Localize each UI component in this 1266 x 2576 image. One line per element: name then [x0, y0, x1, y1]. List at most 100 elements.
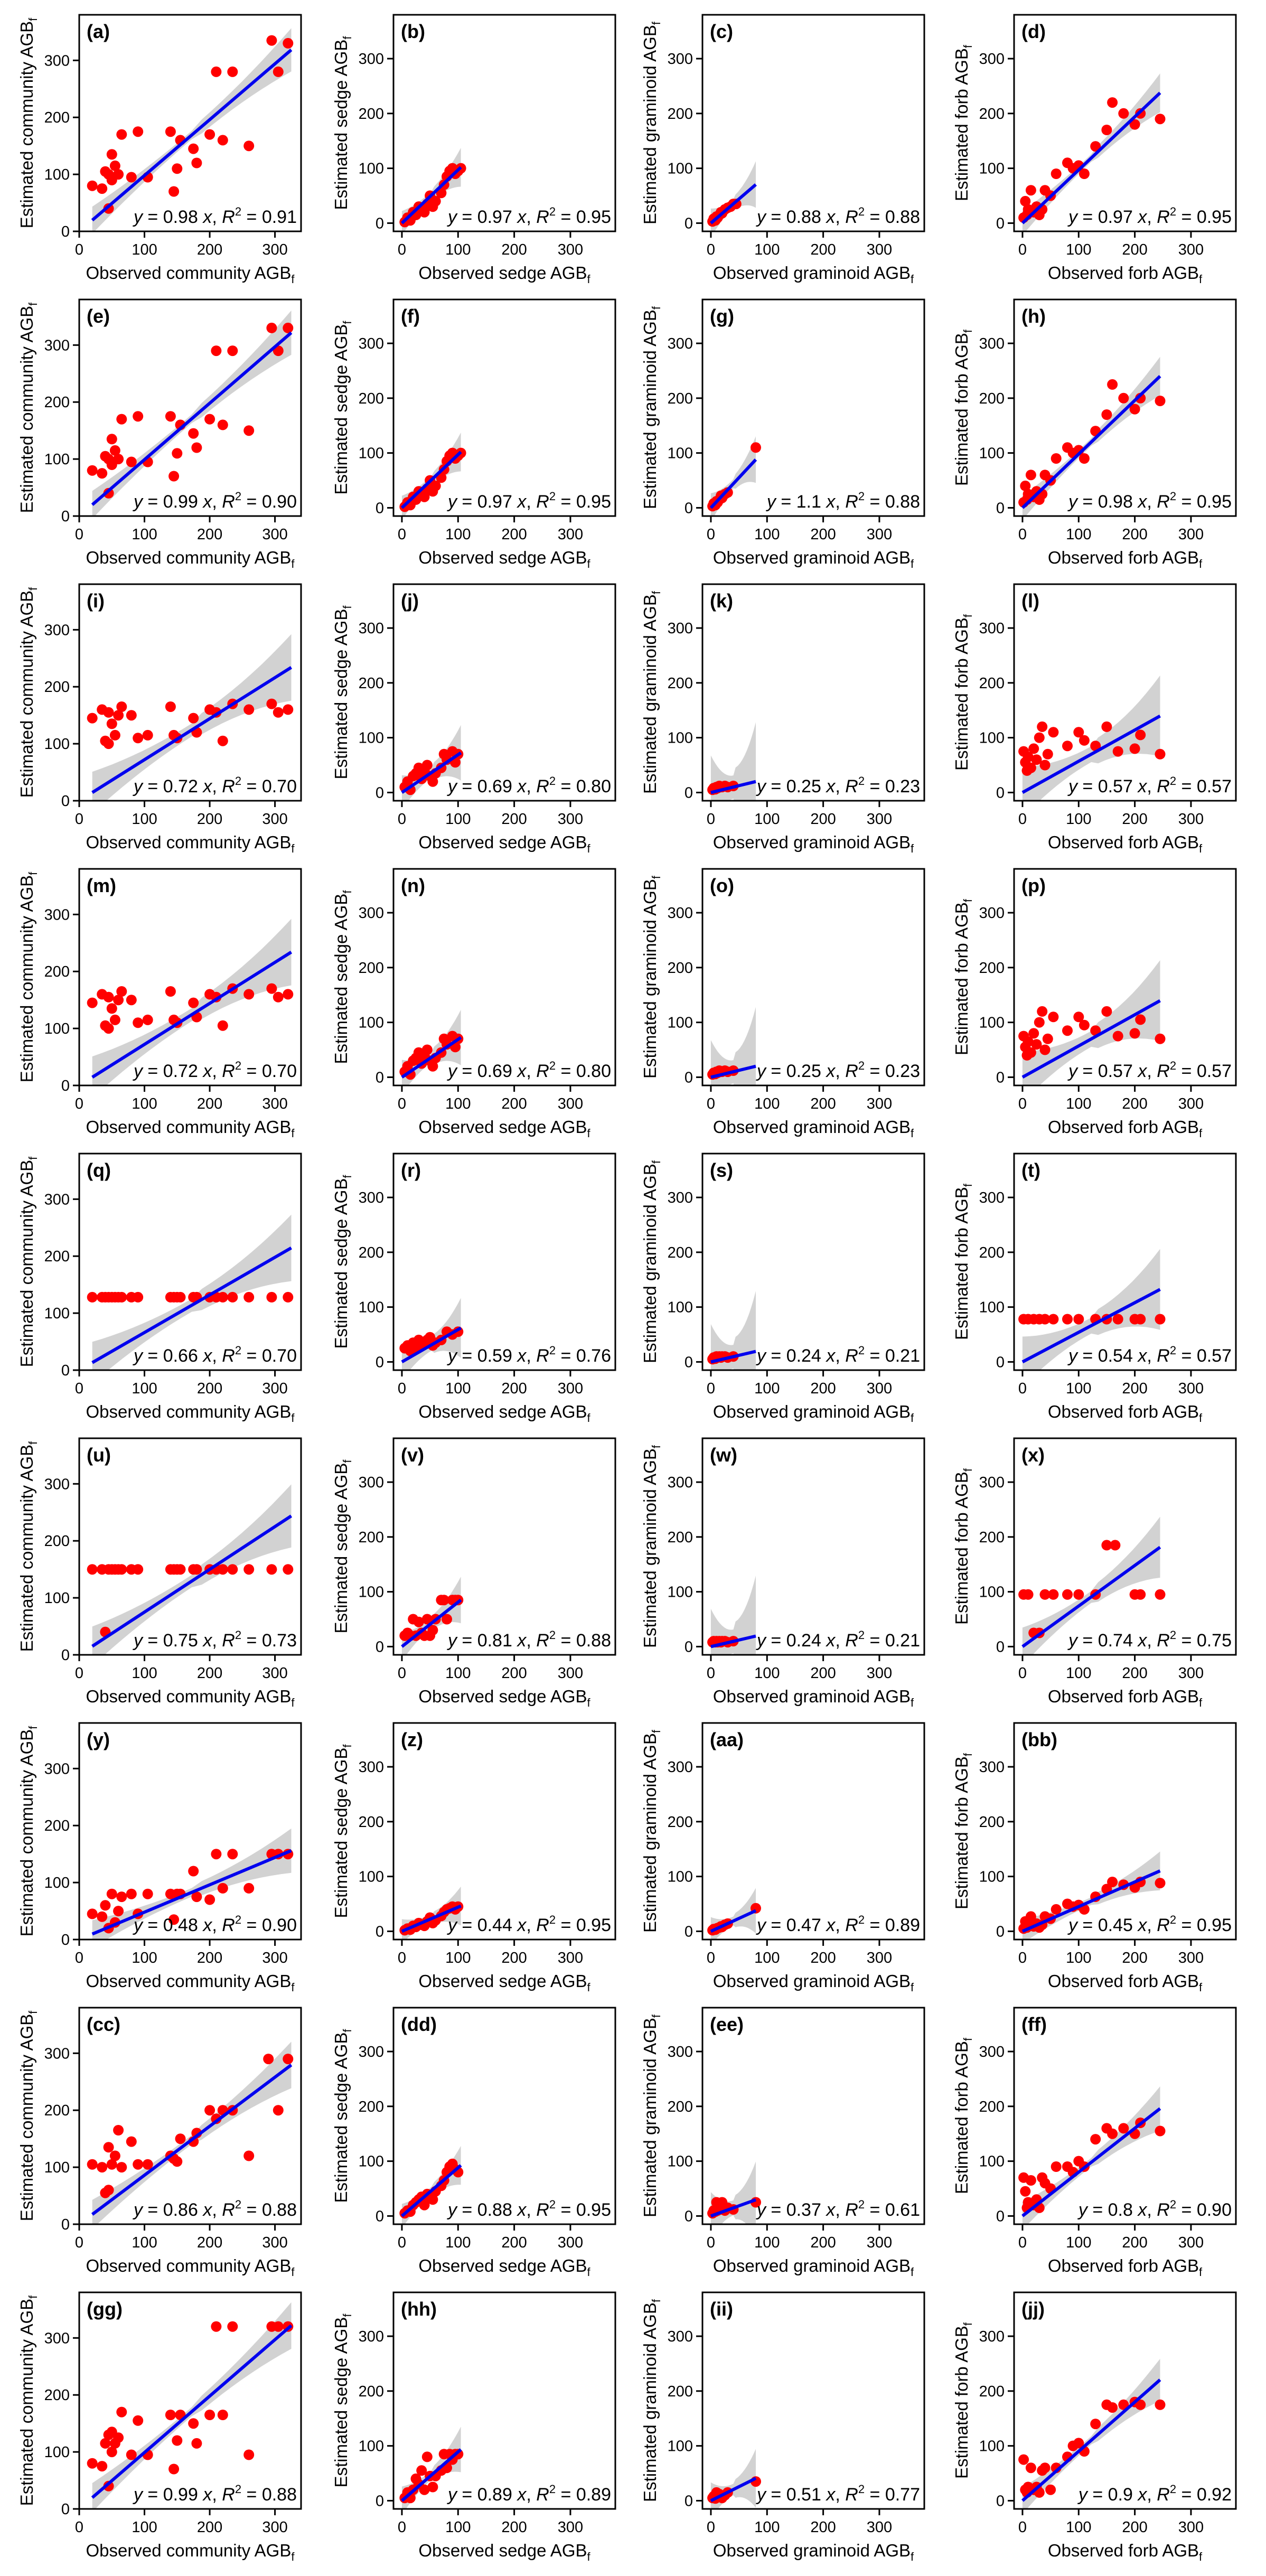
eq-comma: ,	[1147, 1346, 1157, 1366]
axis-label-part	[640, 2339, 660, 2343]
axis-label-part: Observed	[86, 548, 162, 567]
y-tick-label: 200	[44, 109, 70, 126]
data-point	[188, 428, 199, 439]
data-point	[283, 989, 294, 1000]
x-axis-label: Observed community AGBf	[86, 1402, 295, 1425]
axis-label-part	[952, 1542, 971, 1547]
x-tick-label: 300	[867, 241, 892, 258]
x-tick-label: 200	[1122, 241, 1147, 258]
regression-equation: y = 0.98 x, R2 = 0.95	[1067, 490, 1232, 512]
data-point	[87, 1564, 98, 1575]
data-point	[1048, 727, 1059, 738]
axis-label-part: Observed	[418, 1687, 494, 1706]
x-axis-label: Observed community AGBf	[86, 2541, 295, 2563]
axis-label-part: community	[166, 2541, 251, 2560]
data-point	[243, 1564, 255, 1575]
eq-sup: 2	[1170, 2483, 1176, 2496]
axis-label-subscript: f	[911, 1411, 914, 1425]
data-point	[217, 1291, 228, 1303]
axis-label-part	[1158, 1687, 1162, 1706]
axis-label-part: Estimated	[640, 716, 660, 794]
panel-label: (x)	[1021, 1444, 1045, 1466]
data-point	[133, 1017, 144, 1028]
x-tick-label: 100	[445, 241, 471, 258]
axis-label-part: forb	[952, 1797, 971, 1827]
data-point	[87, 1908, 98, 1919]
axis-label-part: AGB	[17, 2014, 36, 2051]
eq-sup: 2	[858, 1344, 865, 1357]
data-point	[87, 713, 98, 724]
y-tick-label: 300	[979, 620, 1005, 637]
eq-x: x	[512, 207, 527, 227]
axis-label-part: AGB	[550, 1971, 587, 1991]
eq-r: R	[1157, 1915, 1170, 1935]
regression-equation: y = 0.59 x, R2 = 0.76	[447, 1344, 611, 1366]
eq-eq2: =	[556, 492, 576, 512]
x-tick-label: 200	[501, 2234, 527, 2251]
data-point	[283, 704, 294, 715]
axis-label-subscript: f	[587, 1696, 591, 1709]
axis-label-part	[640, 2135, 660, 2140]
eq-slope: 0.72	[163, 1061, 198, 1081]
x-tick-label: 300	[558, 1950, 583, 1966]
axis-label-part: community	[17, 1485, 36, 1569]
data-point	[109, 160, 120, 171]
eq-slope: 0.57	[1098, 776, 1133, 797]
eq-x: x	[198, 776, 212, 797]
plot-frame	[701, 2007, 925, 2225]
data-point	[204, 414, 215, 425]
axis-label-part	[331, 76, 351, 80]
plot-frame	[1013, 583, 1237, 802]
axis-label-subscript: f	[291, 1127, 295, 1140]
x-tick-label: 200	[810, 241, 836, 258]
axis-label-part	[250, 2541, 254, 2560]
eq-slope: 0.88	[477, 2200, 512, 2220]
data-point	[1039, 1314, 1051, 1325]
data-point	[421, 1614, 433, 1625]
data-point	[430, 480, 441, 491]
axis-label-part	[331, 1500, 351, 1503]
eq-eq2: =	[1176, 2200, 1197, 2220]
data-point	[191, 442, 202, 453]
axis-label-part	[1123, 1971, 1128, 1991]
eq-eq2: =	[1176, 1061, 1197, 1081]
axis-label-part	[640, 711, 660, 716]
axis-label-part: Estimated	[952, 408, 971, 486]
axis-label-part: Estimated	[331, 702, 351, 780]
x-axis-label: Observed sedge AGBf	[418, 2541, 590, 2563]
axis-label-subscript: f	[650, 1729, 663, 1733]
axis-label-part	[952, 370, 971, 373]
x-tick-label: 100	[754, 241, 780, 258]
x-axis-label: Observed forb AGBf	[1048, 2256, 1203, 2279]
x-tick-label: 200	[501, 1950, 527, 1966]
eq-r: R	[1157, 1631, 1170, 1651]
x-tick-label: 0	[707, 811, 715, 828]
axis-label-part: AGB	[255, 2541, 292, 2560]
eq-comma: ,	[526, 2200, 536, 2220]
eq-comma: ,	[526, 2485, 536, 2505]
axis-label-part: Estimated	[17, 1859, 36, 1937]
eq-y: y	[756, 776, 767, 797]
y-tick-label: 200	[359, 1814, 384, 1831]
eq-comma: ,	[835, 1061, 845, 1081]
plot-frame	[78, 2291, 302, 2510]
eq-r2: 0.95	[1197, 207, 1232, 227]
x-tick-label: 0	[1018, 1380, 1027, 1397]
eq-eq: =	[766, 2200, 786, 2220]
axis-label-part	[250, 548, 254, 567]
x-tick-label: 0	[398, 241, 406, 258]
axis-label-part: AGB	[331, 324, 351, 361]
y-tick-label: 300	[979, 1474, 1005, 1491]
data-point	[103, 707, 114, 718]
eq-x: x	[198, 207, 212, 227]
axis-label-part: community	[17, 1200, 36, 1285]
confidence-band	[92, 28, 292, 231]
axis-label-part	[546, 1687, 550, 1706]
x-tick-label: 200	[197, 2234, 222, 2251]
eq-x: x	[198, 2200, 212, 2220]
data-point	[227, 66, 238, 77]
data-point	[243, 140, 255, 152]
axis-label-part	[162, 548, 166, 567]
y-tick-label: 100	[359, 2438, 384, 2455]
